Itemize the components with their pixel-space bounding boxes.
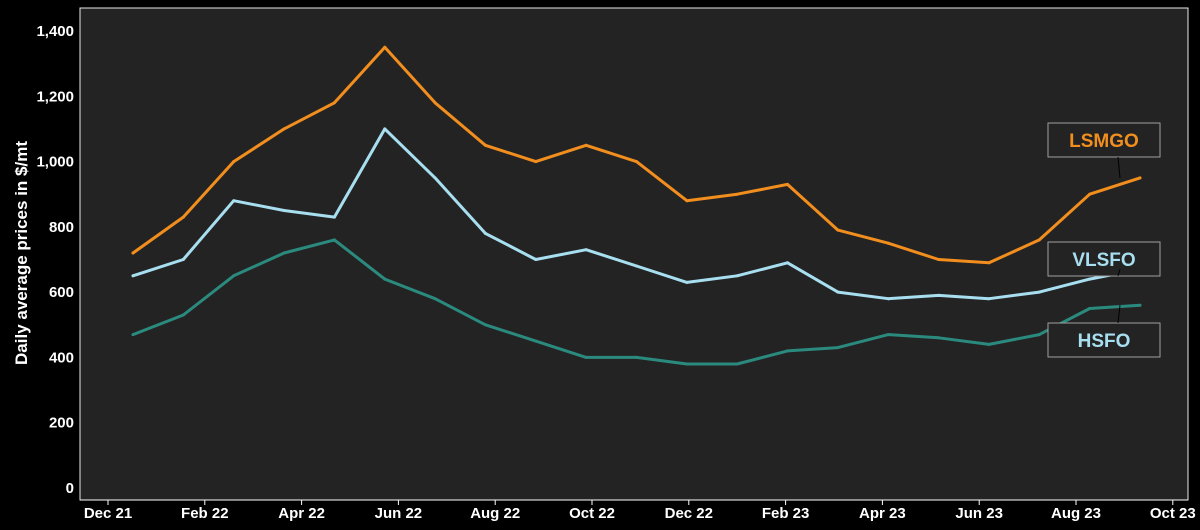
data-point-lsmgo [886,241,890,245]
y-tick-label: 800 [49,219,74,236]
data-point-lsmgo [1037,238,1041,242]
data-point-hsfo [635,355,638,359]
data-point-lsmgo [1088,192,1092,196]
data-point-lsmgo [735,192,739,196]
data-point-hsfo [232,274,236,278]
data-point-vlsfo [735,274,739,278]
y-tick-label: 1,400 [36,23,74,40]
x-tick-label: Feb 22 [181,505,229,522]
x-tick-label: Oct 22 [569,505,615,522]
x-tick-label: Aug 22 [470,505,520,522]
data-point-vlsfo [332,215,336,219]
data-point-lsmgo [534,160,538,164]
data-point-hsfo [332,238,336,242]
y-tick-label: 600 [49,284,74,301]
data-point-vlsfo [181,258,185,261]
data-point-lsmgo [685,199,689,203]
data-point-hsfo [735,362,739,366]
x-tick-label: Dec 22 [665,505,713,522]
x-tick-label: Apr 23 [859,505,906,522]
series-label-leader-lsmgo [1117,156,1121,178]
y-tick-label: 200 [49,415,74,432]
x-tick-label: Apr 22 [278,505,325,522]
data-point-hsfo [534,339,538,343]
data-point-hsfo [433,297,437,301]
data-point-hsfo [786,349,789,353]
series-lines [131,45,1142,366]
data-point-lsmgo [282,127,286,131]
data-point-vlsfo [836,290,840,294]
data-point-vlsfo [685,280,689,284]
data-point-lsmgo [584,143,588,147]
series-label-leader-vlsfo [1117,269,1121,277]
x-tick-label: Oct 23 [1150,505,1196,522]
data-point-lsmgo [332,101,336,105]
data-point-vlsfo [433,176,437,180]
data-point-vlsfo [786,261,789,265]
series-label-hsfo: HSFO [1078,331,1131,352]
x-tick-label: Feb 23 [762,505,810,522]
series-labels: LSMGO VLSFO HSFO [1047,122,1161,358]
data-point-vlsfo [282,209,286,212]
data-point-vlsfo [886,297,890,301]
data-point-vlsfo [987,297,991,301]
x-tick-label: Jun 22 [375,505,423,522]
data-point-hsfo [584,355,588,359]
data-point-vlsfo [483,231,487,235]
data-point-vlsfo [937,293,941,297]
data-point-hsfo [685,362,689,366]
data-point-hsfo [886,333,890,337]
data-point-lsmgo [635,160,638,164]
series-label-box-lsmgo [1047,122,1161,158]
series-label-box-hsfo [1047,322,1161,358]
data-point-vlsfo [232,199,236,203]
series-label-box-vlsfo [1047,241,1161,277]
series-label-vlsfo: VLSFO [1072,250,1135,271]
data-point-vlsfo [383,127,387,131]
data-point-hsfo [1088,307,1092,310]
data-point-lsmgo [131,251,135,255]
data-point-vlsfo [131,274,135,278]
data-point-hsfo [1138,303,1142,307]
x-tick-label: Aug 23 [1051,505,1101,522]
data-point-vlsfo [635,264,638,268]
data-point-hsfo [836,346,840,350]
x-tick-label: Dec 21 [84,505,132,522]
data-point-lsmgo [181,215,185,219]
data-point-lsmgo [937,258,941,261]
x-axis: Dec 21 Feb 22 Apr 22 Jun 22 Aug 22 Oct 22 Dec … [80,499,1196,522]
data-point-hsfo [937,336,941,340]
data-point-lsmgo [987,261,991,265]
data-point-hsfo [1037,333,1041,337]
data-point-vlsfo [1088,277,1092,281]
data-point-lsmgo [232,160,236,164]
x-tick-label: Jun 23 [955,505,1003,522]
y-tick-label: 1,000 [36,154,74,171]
data-point-lsmgo [383,45,387,49]
y-tick-label: 0 [66,480,74,497]
y-axis: 0 200 400 600 800 1,000 1,200 1,400 [36,23,74,497]
data-point-lsmgo [836,228,840,232]
data-point-lsmgo [786,182,789,186]
data-point-lsmgo [483,143,487,147]
data-point-vlsfo [1037,290,1041,294]
data-point-hsfo [383,277,387,281]
data-point-hsfo [483,323,487,327]
series-label-lsmgo: LSMGO [1069,131,1139,152]
plot-area [79,7,1189,501]
series-label-leader-hsfo [1117,305,1121,324]
data-point-hsfo [282,251,286,255]
data-point-lsmgo [433,101,437,105]
data-point-hsfo [131,333,135,337]
y-axis-title: Daily average prices in $/mt [12,141,31,365]
data-point-lsmgo [1138,176,1142,180]
data-point-hsfo [987,342,991,346]
data-point-vlsfo [584,248,588,252]
data-point-vlsfo [534,258,538,261]
data-point-hsfo [181,313,185,317]
y-tick-label: 400 [49,349,74,366]
y-tick-label: 1,200 [36,88,74,105]
